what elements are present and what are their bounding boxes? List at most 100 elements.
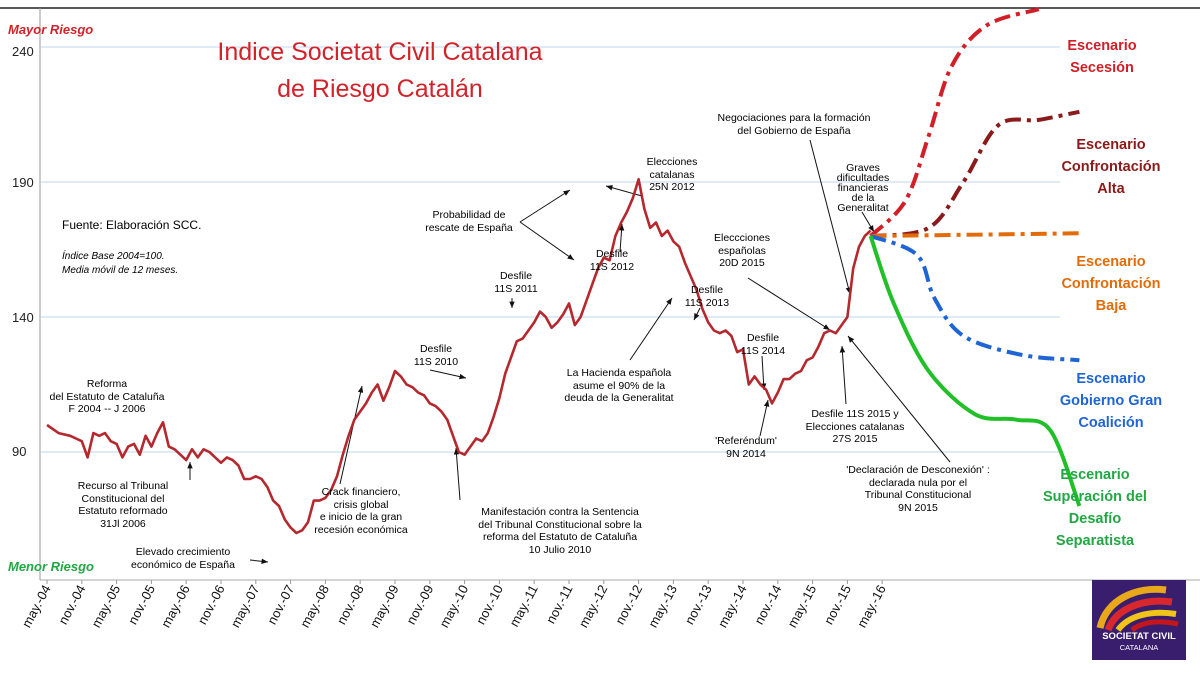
x-tick-label: may.-10 bbox=[436, 582, 471, 630]
x-tick-label: nov.-05 bbox=[125, 582, 158, 626]
annotation-line: 9N 2014 bbox=[726, 447, 766, 460]
annotation-line: de la bbox=[851, 192, 875, 204]
arrow-head bbox=[606, 185, 613, 191]
annotation-line: Desfile bbox=[419, 343, 453, 355]
risk-high-label: Mayor Riesgo bbox=[8, 22, 94, 37]
series-line bbox=[46, 178, 872, 535]
x-tick-label: nov.-04 bbox=[55, 582, 88, 626]
annotation-line: Desfile bbox=[499, 270, 533, 282]
scenario-line: Escenario bbox=[1060, 467, 1130, 483]
annotation-arrow bbox=[847, 335, 951, 463]
source-note: Fuente: Elaboración SCC. bbox=[62, 218, 202, 232]
scenario-confrontacion-alta-line bbox=[870, 109, 1080, 238]
annotation-line: recesión económica bbox=[314, 523, 408, 536]
frame-lines bbox=[0, 7, 1200, 581]
risk-index-line bbox=[46, 178, 872, 535]
scenario-line: Escenario bbox=[1076, 254, 1146, 270]
x-tick-label: may.-15 bbox=[784, 582, 819, 630]
scenario-label-gran-coalicion: Escenario Gobierno Gran Coalición bbox=[1036, 368, 1186, 434]
arrow-head bbox=[618, 224, 625, 231]
annotation-line: Estatuto reformado bbox=[78, 505, 168, 517]
annotation-line: dificultades bbox=[836, 172, 890, 184]
annotation-line: Negociaciones para la formación bbox=[717, 112, 871, 124]
annotation-desfile2015: Desfile 11S 2015 y Elecciones catalanas … bbox=[796, 408, 914, 446]
annotation-desfile2014: Desfile 11S 2014 bbox=[732, 332, 794, 357]
arrow-head bbox=[848, 336, 855, 343]
annotation-line: Tribunal Constitucional bbox=[864, 489, 972, 501]
annotation-line: Generalitat bbox=[837, 202, 889, 214]
annotation-line: Reforma bbox=[86, 378, 128, 390]
annotation-desfile2011: Desfile 11S 2011 bbox=[486, 270, 546, 295]
annotation-arrow bbox=[841, 345, 847, 405]
annotation-desfile2010: Desfile 11S 2010 bbox=[406, 343, 466, 368]
annotation-line: Elecciones catalanas bbox=[805, 420, 905, 433]
annotation-crack: Crack financiero, crisis global e inicio… bbox=[296, 486, 426, 536]
arrow-head bbox=[453, 448, 460, 455]
annotation-line: 11S 2012 bbox=[589, 260, 635, 273]
scenario-line: Coalición bbox=[1078, 415, 1144, 431]
annotation-line: 11S 2011 bbox=[494, 282, 538, 295]
x-tick-label: nov.-07 bbox=[264, 582, 297, 626]
index-note-line-1: Índice Base 2004=100. bbox=[62, 251, 165, 262]
annotation-referendum: 'Referéndum' 9N 2014 bbox=[700, 435, 792, 460]
scenario-line: Baja bbox=[1095, 298, 1127, 314]
annotation-arrow bbox=[809, 139, 851, 295]
x-tick-label: nov.-12 bbox=[612, 582, 645, 626]
arrow-head bbox=[666, 298, 672, 305]
scenario-lines bbox=[868, 7, 1082, 507]
annotation-line: 11S 2014 bbox=[740, 344, 786, 357]
x-tick-label: may.-13 bbox=[645, 582, 680, 630]
annotation-line: Manifestación contra la Sentencia bbox=[481, 506, 639, 518]
scenario-label-secesion: Escenario Secesión bbox=[1040, 35, 1164, 79]
annotation-hacienda: La Hacienda española asume el 90% de la … bbox=[556, 367, 682, 405]
annotation-line: 11S 2013 bbox=[684, 296, 730, 309]
annotation-line: 9N 2015 bbox=[898, 501, 938, 514]
scenario-line: Escenario bbox=[1076, 137, 1146, 153]
arrow-head bbox=[563, 190, 570, 196]
annotation-line: 'Declaración de Desconexión' : bbox=[846, 464, 990, 476]
scenario-gran-coalicion-line bbox=[869, 234, 1080, 363]
scenario-line: Escenario bbox=[1076, 371, 1146, 387]
y-tick-90: 90 bbox=[12, 444, 27, 459]
annotation-line: Elecciones bbox=[646, 156, 698, 168]
x-tick-label: nov.-08 bbox=[334, 582, 367, 626]
scenario-confrontacion-baja-line bbox=[870, 231, 1080, 238]
annotation-line: 20D 2015 bbox=[719, 257, 765, 269]
annotation-line: 25N 2012 bbox=[649, 181, 695, 193]
arrow-head bbox=[567, 254, 574, 260]
x-tick-label: nov.-13 bbox=[682, 582, 715, 626]
annotation-crecimiento: Elevado crecimiento económico de España bbox=[118, 546, 248, 571]
annotation-line: Eleccciones bbox=[713, 232, 771, 244]
scc-logo: SOCIETAT CIVIL CATALANA bbox=[1092, 580, 1186, 660]
x-tick-label: nov.-06 bbox=[194, 582, 227, 626]
annotation-arrow bbox=[747, 277, 831, 331]
annotation-line: F 2004 -- J 2006 bbox=[68, 403, 146, 415]
y-tick-190: 190 bbox=[12, 175, 34, 190]
annotation-line: económico de España bbox=[131, 558, 235, 571]
x-tick-label: may.-14 bbox=[715, 582, 750, 630]
y-tick-240: 240 bbox=[12, 44, 34, 59]
annotation-line: Graves bbox=[846, 162, 880, 174]
annotation-line: Desfile bbox=[746, 332, 780, 344]
annotation-line: 'Referéndum' bbox=[715, 435, 777, 447]
x-tick-label: may.-05 bbox=[88, 582, 123, 630]
y-tick-140: 140 bbox=[12, 310, 34, 325]
annotation-line: Desfile bbox=[690, 284, 724, 296]
annotation-line: asume el 90% de la bbox=[572, 379, 666, 392]
annotation-line: Elevado crecimiento bbox=[135, 546, 231, 558]
scenario-line: Separatista bbox=[1055, 533, 1135, 549]
scenario-label-superacion: Escenario Superación del Desafío Separat… bbox=[1000, 464, 1190, 552]
index-note: Índice Base 2004=100. Media móvil de 12 … bbox=[62, 250, 178, 278]
annotation-line: Recurso al Tribunal bbox=[77, 480, 169, 492]
risk-low-label: Menor Riesgo bbox=[8, 559, 94, 574]
annotation-line: del Estatuto de Cataluña bbox=[49, 390, 165, 403]
scenario-line: Superación del bbox=[1043, 489, 1147, 505]
arrow-head bbox=[823, 324, 830, 330]
annotation-line: rescate de España bbox=[425, 221, 513, 234]
x-tick-label: may.-07 bbox=[228, 582, 263, 630]
annotation-arrow bbox=[519, 221, 575, 261]
annotation-desfile2013: Desfile 11S 2013 bbox=[676, 284, 738, 309]
annotation-line: deuda de la Generalitat bbox=[564, 392, 674, 404]
arrow-head bbox=[459, 373, 466, 380]
arrow-head bbox=[868, 225, 874, 232]
